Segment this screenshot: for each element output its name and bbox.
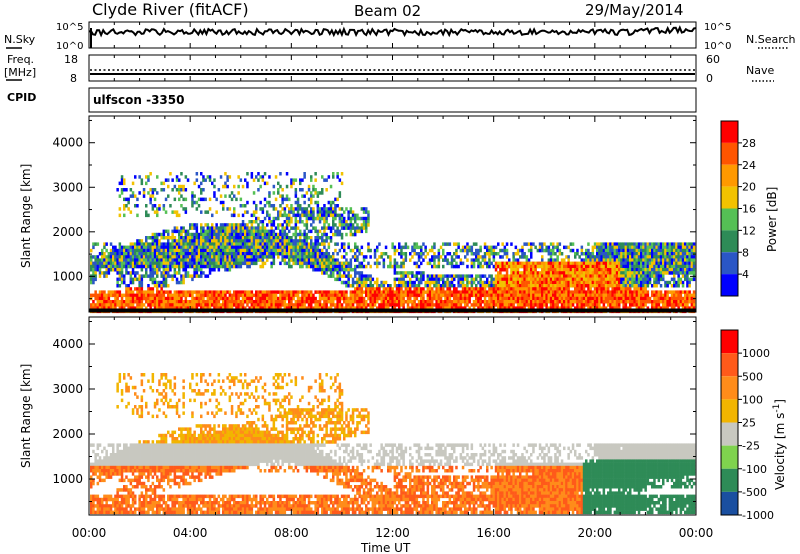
velocity-ylabel: Slant Range [km] bbox=[19, 364, 33, 468]
x-tick-label: 00:00 bbox=[72, 526, 107, 540]
velocity-colorbar-swatch bbox=[721, 330, 738, 354]
velocity-colorbar-label: Velocity [m s-1] bbox=[772, 399, 787, 490]
nave-tick-bottom: 0 bbox=[706, 72, 713, 85]
velocity-colorbar-tick: -25 bbox=[742, 440, 760, 453]
power-panel: 1000 2000 3000 4000 Slant Range [km] 28 24 20… bbox=[19, 115, 779, 314]
velocity-colorbar-tick: 1000 bbox=[742, 347, 770, 360]
freq-panel: Freq. [MHz] 18 8 60 0 Nave bbox=[4, 53, 774, 85]
noise-sky-trace bbox=[88, 25, 697, 38]
velocity-colorbar-tick: -100 bbox=[742, 463, 767, 476]
x-tick-label: 20:00 bbox=[578, 526, 613, 540]
nave-tick-top: 60 bbox=[706, 53, 720, 66]
cpid-label: CPID bbox=[7, 91, 36, 104]
velocity-ytick-label: 3000 bbox=[52, 382, 83, 396]
date-label: 29/May/2014 bbox=[585, 1, 683, 19]
velocity-ytick-label: 2000 bbox=[52, 427, 83, 441]
noise-right-tick-top: 10^5 bbox=[704, 22, 731, 33]
velocity-data-layer bbox=[90, 373, 696, 515]
noise-right-tick-bottom: 10^0 bbox=[704, 41, 731, 52]
velocity-colorbar-tick: 100 bbox=[742, 393, 763, 406]
power-colorbar-tick: 24 bbox=[742, 159, 756, 172]
power-colorbar-swatch bbox=[721, 186, 738, 209]
power-colorbar-swatch bbox=[721, 230, 738, 253]
freq-unit-label: [MHz] bbox=[4, 66, 36, 79]
power-ylabel: Slant Range [km] bbox=[19, 164, 33, 268]
x-tick-label: 00:00 bbox=[679, 526, 714, 540]
velocity-colorbar-tick: 500 bbox=[742, 370, 763, 383]
power-colorbar-swatch bbox=[721, 274, 738, 296]
station-title: Clyde River (fitACF) bbox=[92, 0, 249, 19]
cpid-row: CPID ulfscon -3350 bbox=[7, 87, 697, 113]
velocity-colorbar-swatch bbox=[721, 376, 738, 400]
velocity-colorbar-tick: -1000 bbox=[742, 509, 774, 522]
noise-panel: N.Sky 10^5 10^0 10^5 10^0 N.Search bbox=[4, 21, 796, 52]
velocity-colorbar-swatch bbox=[721, 353, 738, 377]
power-colorbar-swatch bbox=[721, 142, 738, 165]
power-data-layer bbox=[90, 172, 696, 314]
power-ytick-label: 2000 bbox=[52, 225, 83, 239]
velocity-colorbar-swatch bbox=[721, 468, 738, 492]
power-colorbar-swatch bbox=[721, 164, 738, 187]
noise-left-tick-bottom: 10^0 bbox=[56, 41, 83, 52]
velocity-colorbar-tick: 25 bbox=[742, 417, 756, 430]
power-colorbar-tick: 16 bbox=[742, 203, 756, 216]
noise-left-tick-top: 10^5 bbox=[56, 22, 83, 33]
power-colorbar-swatch bbox=[721, 121, 738, 143]
power-colorbar-swatch bbox=[721, 208, 738, 231]
power-ytick-label: 3000 bbox=[52, 180, 83, 194]
noise-right-label: N.Search bbox=[746, 33, 796, 46]
velocity-colorbar-swatch bbox=[721, 445, 738, 469]
cpid-value: ulfscon -3350 bbox=[93, 93, 184, 107]
power-colorbar-tick: 28 bbox=[742, 137, 756, 150]
velocity-colorbar-tick: -500 bbox=[742, 486, 767, 499]
beam-label: Beam 02 bbox=[354, 2, 421, 20]
velocity-colorbar-swatch bbox=[721, 491, 738, 515]
noise-left-label: N.Sky bbox=[4, 33, 36, 46]
velocity-ytick-label: 1000 bbox=[52, 472, 83, 486]
power-colorbar-tick: 8 bbox=[742, 246, 749, 259]
x-tick-label: 04:00 bbox=[173, 526, 208, 540]
nave-label: Nave bbox=[746, 64, 774, 77]
power-colorbar-label: Power [dB] bbox=[765, 187, 779, 252]
x-tick-label: 16:00 bbox=[476, 526, 511, 540]
x-tick-label: 08:00 bbox=[274, 526, 309, 540]
velocity-panel: 1000 2000 3000 4000 Slant Range [km] 1000 50… bbox=[19, 316, 787, 522]
velocity-ytick-label: 4000 bbox=[52, 337, 83, 351]
power-colorbar-tick: 12 bbox=[742, 224, 756, 237]
freq-tick-bottom: 8 bbox=[70, 72, 77, 85]
power-ytick-label: 1000 bbox=[52, 269, 83, 283]
power-colorbar-swatch bbox=[721, 252, 738, 275]
velocity-colorbar-swatch bbox=[721, 422, 738, 446]
x-tick-label: 12:00 bbox=[375, 526, 410, 540]
x-axis-title: Time UT bbox=[360, 541, 411, 554]
power-colorbar-tick: 4 bbox=[742, 268, 749, 281]
power-ytick-label: 4000 bbox=[52, 136, 83, 150]
freq-label: Freq. bbox=[7, 53, 34, 66]
freq-tick-top: 18 bbox=[64, 53, 78, 66]
velocity-colorbar-swatch bbox=[721, 399, 738, 423]
power-colorbar-tick: 20 bbox=[742, 181, 756, 194]
